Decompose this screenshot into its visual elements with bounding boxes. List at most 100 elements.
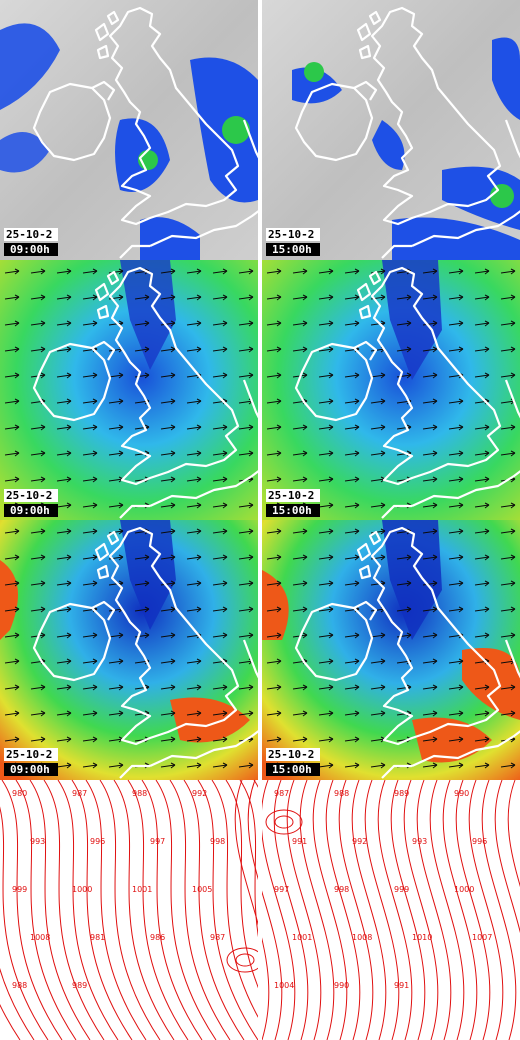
gust-panel-right	[262, 520, 520, 780]
isobar-label: 1007	[472, 933, 492, 942]
isobar-label: 999	[394, 885, 409, 894]
isobar-line	[169, 779, 231, 1040]
isobar-label: 988	[132, 789, 147, 798]
isobar-label: 999	[12, 885, 27, 894]
isobar-label: 989	[394, 789, 409, 798]
isobar-line	[325, 779, 361, 1040]
isobar-line	[377, 779, 413, 1040]
label-row2-right: 25-10-2 15:00h	[266, 489, 320, 517]
isobar-label: 990	[454, 789, 469, 798]
label-row3-right: 25-10-2 15:00h	[266, 748, 320, 776]
isobar-label: 991	[292, 837, 307, 846]
isobar-line	[141, 779, 203, 1040]
isobar-label: 1004	[274, 981, 294, 990]
isobar-label: 990	[334, 981, 349, 990]
isobar-label: 1001	[132, 885, 152, 894]
isobar-line	[312, 779, 348, 1040]
time-label: 09:00h	[10, 504, 50, 517]
isobar-label: 997	[274, 885, 289, 894]
isobar-panel-right: 987 988 989 990 991 992 993 996 997 998 999 1000 100…	[234, 779, 520, 1040]
isobar-label: 997	[150, 837, 165, 846]
isobar-label: 1001	[292, 933, 312, 942]
isobar-label: 993	[30, 837, 45, 846]
isobar-panel-left: 980 987 988 992 993 996 997 998 999 1000 1001 1005 1…	[0, 779, 315, 1040]
isobar-label: 1008	[30, 933, 50, 942]
cloud-blob	[442, 166, 520, 230]
time-label: 09:00h	[10, 243, 50, 256]
date-label: 25-10-2	[268, 489, 314, 502]
isobar-line	[273, 779, 309, 1040]
time-label: 15:00h	[272, 243, 312, 256]
cloud-blob	[492, 37, 520, 120]
isobar-label: 1008	[352, 933, 372, 942]
isobar-line	[429, 779, 465, 1040]
isobar-label: 996	[90, 837, 105, 846]
isobar-line	[71, 779, 133, 1040]
isobar-label: 991	[394, 981, 409, 990]
isobar-line	[364, 779, 400, 1040]
isobar-label: 980	[12, 789, 27, 798]
isobar-line	[299, 779, 335, 1040]
gust-panel-left	[0, 520, 262, 780]
label-row3-left: 25-10-2 09:00h	[4, 748, 58, 776]
isobar-label: 998	[210, 837, 225, 846]
cloud-blob	[0, 132, 50, 173]
isobar-label: 1000	[454, 885, 474, 894]
isobar-label: 986	[150, 933, 165, 942]
isobar-line	[0, 967, 35, 1040]
label-row1-left: 25-10-2 09:00h	[4, 228, 58, 256]
isobar-label: 992	[352, 837, 367, 846]
low-pressure-centre	[235, 953, 255, 967]
cloud-blob	[372, 120, 405, 170]
cloud-blob	[292, 67, 342, 104]
isobar-label: 998	[334, 885, 349, 894]
date-label: 25-10-2	[268, 228, 314, 241]
isobar-line	[286, 779, 322, 1040]
isobar-line	[85, 779, 147, 1040]
isobar-line	[155, 779, 217, 1040]
isobar-line	[247, 779, 283, 1040]
isobar-line	[1, 779, 63, 1040]
isobar-line	[183, 779, 245, 1040]
label-row2-left: 25-10-2 09:00h	[4, 489, 58, 517]
isobar-line	[29, 779, 91, 1040]
isobar-line	[43, 779, 105, 1040]
isobar-label: 987	[72, 789, 87, 798]
time-label: 15:00h	[272, 763, 312, 776]
wind-panel-left	[0, 260, 262, 520]
isobar-line	[234, 779, 270, 1040]
isobar-line	[481, 779, 517, 1040]
cloud-panel-left	[0, 0, 262, 260]
isobar-line	[99, 779, 161, 1040]
isobar-label: 981	[90, 933, 105, 942]
isobar-label: 993	[412, 837, 427, 846]
time-label: 15:00h	[272, 504, 312, 517]
isobar-line	[416, 779, 452, 1040]
isobar-line	[455, 779, 491, 1040]
isobar-line	[211, 779, 273, 1040]
isobar-label: 988	[12, 981, 27, 990]
cloud-panel-right	[262, 0, 520, 260]
date-label: 25-10-2	[6, 489, 52, 502]
isobar-line	[403, 779, 439, 1040]
isobar-line	[127, 779, 189, 1040]
isobar-line	[442, 779, 478, 1040]
isobar-label: 996	[472, 837, 487, 846]
date-label: 25-10-2	[268, 748, 314, 761]
isobar-line	[351, 779, 387, 1040]
label-row1-right: 25-10-2 15:00h	[266, 228, 320, 256]
isobar-label: 989	[72, 981, 87, 990]
isobar-line	[338, 779, 374, 1040]
isobar-label: 987	[210, 933, 225, 942]
isobar-line	[0, 806, 49, 1040]
isobar-line	[57, 779, 119, 1040]
isobar-label: 1005	[192, 885, 212, 894]
isobar-label: 987	[274, 789, 289, 798]
date-label: 25-10-2	[6, 228, 52, 241]
isobar-line	[494, 779, 520, 934]
isobar-line	[197, 779, 259, 1040]
isobar-line	[15, 779, 77, 1040]
low-pressure-centre	[274, 815, 294, 829]
isobar-label: 1000	[72, 885, 92, 894]
